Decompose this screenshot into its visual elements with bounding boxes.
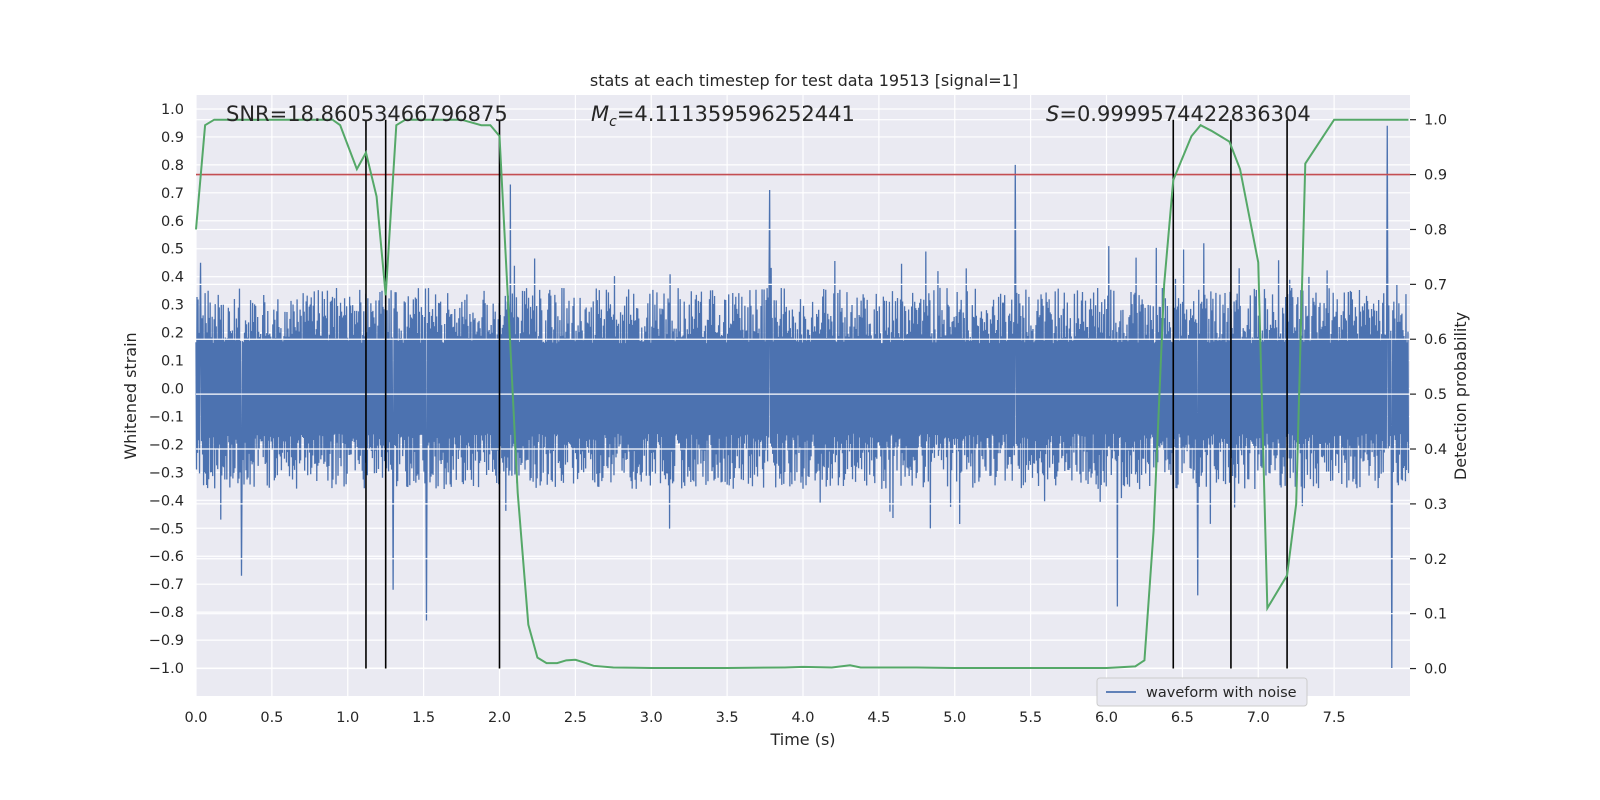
x-tick-label: 7.5 <box>1323 710 1346 726</box>
right-axis-tick-label: 1.0 <box>1424 113 1447 129</box>
x-tick-label: 3.0 <box>640 710 663 726</box>
y-tick-label: 0.2 <box>161 326 184 342</box>
right-axis-tick-label: 0.9 <box>1424 168 1447 184</box>
right-axis-tick-label: 0.1 <box>1424 607 1447 623</box>
waveform-line <box>195 125 1410 669</box>
x-tick-label: 7.0 <box>1247 710 1270 726</box>
spin-value: =0.9999574422836304 <box>1059 102 1310 126</box>
y-tick-label: 0.5 <box>161 242 184 258</box>
chirp-mass-symbol: M <box>591 102 609 126</box>
chirp-mass-annotation: Mc=4.111359596252441 <box>591 102 855 130</box>
y-tick-label: 0.8 <box>161 158 184 174</box>
detection-probability-line <box>195 118 1409 670</box>
y-tick-label: −0.8 <box>149 605 184 621</box>
right-axis-tick-label: 0.8 <box>1424 222 1447 238</box>
x-tick-label: 6.0 <box>1095 710 1118 726</box>
x-tick-label: 1.5 <box>412 710 435 726</box>
x-tick-label: 0.0 <box>184 710 207 726</box>
y-axis-ticks: 1.0 0.9 0.8 0.7 0.6 0.5 0.4 0.3 0.2 0.1 0.0 −0.1 −0.… <box>149 102 184 677</box>
right-axis-label: Detection probability <box>1451 312 1470 480</box>
x-tick-label: 0.5 <box>260 710 283 726</box>
x-axis-ticks: 0.0 0.5 1.0 1.5 2.0 2.5 3.0 3.5 4.0 4.5 5.0 5.5 6.0 6… <box>184 710 1345 726</box>
legend: waveform with noise <box>1096 677 1308 707</box>
y-tick-label: 0.6 <box>161 214 184 230</box>
right-axis-gridlines <box>196 119 1410 670</box>
right-axis-tick-label: 0.5 <box>1424 387 1447 403</box>
x-tick-label: 5.0 <box>943 710 966 726</box>
x-tick-label: 5.5 <box>1019 710 1042 726</box>
chart-title: stats at each timestep for test data 195… <box>590 71 1018 90</box>
snr-annotation: SNR=18.86053466796875 <box>226 102 508 126</box>
y-tick-label: −0.2 <box>149 437 184 453</box>
y-tick-label: −0.5 <box>149 521 184 537</box>
y-tick-label: −0.3 <box>149 465 184 481</box>
spin-symbol: S <box>1046 102 1059 126</box>
y-tick-label: 0.4 <box>161 270 184 286</box>
x-tick-label: 3.5 <box>716 710 739 726</box>
y-tick-label: −0.7 <box>149 577 184 593</box>
x-tick-label: 4.5 <box>867 710 890 726</box>
y-tick-label: 0.0 <box>161 382 184 398</box>
right-axis-tick-label: 0.6 <box>1424 332 1447 348</box>
legend-label: waveform with noise <box>1146 685 1297 701</box>
y-tick-label: 0.1 <box>161 354 184 370</box>
x-tick-label: 1.0 <box>336 710 359 726</box>
right-axis-tick-label: 0.3 <box>1424 497 1447 513</box>
y-tick-label: 1.0 <box>161 102 184 118</box>
y-tick-label: −0.9 <box>149 633 184 649</box>
y-tick-label: −0.6 <box>149 549 184 565</box>
x-axis-label: Time (s) <box>769 730 835 749</box>
y-tick-label: 0.9 <box>161 130 184 146</box>
y-tick-label: 0.7 <box>161 186 184 202</box>
y-tick-label: −0.4 <box>149 493 184 509</box>
x-tick-label: 6.5 <box>1171 710 1194 726</box>
event-lines <box>365 119 1288 669</box>
y-tick-label: −1.0 <box>149 661 184 677</box>
right-axis-tick-label: 0.4 <box>1424 442 1447 458</box>
x-tick-label: 4.0 <box>791 710 814 726</box>
y-axis-label: Whitened strain <box>121 332 140 459</box>
chirp-mass-subscript: c <box>609 114 617 130</box>
x-tick-label: 2.0 <box>488 710 511 726</box>
x-tick-label: 2.5 <box>564 710 587 726</box>
waveform-series <box>195 125 1410 669</box>
spin-annotation: S=0.9999574422836304 <box>1046 102 1311 126</box>
chirp-mass-value: =4.111359596252441 <box>617 102 855 126</box>
right-axis-tick-label: 0.2 <box>1424 552 1447 568</box>
right-axis-tick-label: 0.0 <box>1424 662 1447 678</box>
detection-probability-series <box>195 118 1409 670</box>
legend-box <box>1096 677 1308 707</box>
y-tick-label: 0.3 <box>161 298 184 314</box>
right-axis-ticks: 1.0 0.9 0.8 0.7 0.6 0.5 0.4 0.3 0.2 0.1 0.0 <box>1410 113 1447 678</box>
y-tick-label: −0.1 <box>149 409 184 425</box>
right-axis-tick-label: 0.7 <box>1424 277 1447 293</box>
